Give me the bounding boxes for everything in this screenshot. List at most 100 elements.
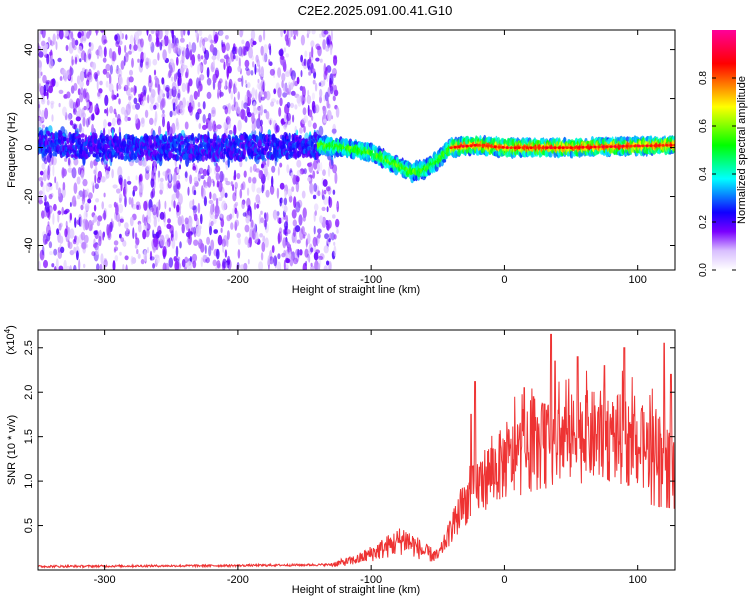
spectrogram-cell bbox=[206, 236, 211, 245]
spectrogram-cell bbox=[69, 120, 74, 126]
spectrogram-cell bbox=[308, 109, 313, 118]
spectrogram-cell bbox=[115, 212, 120, 222]
spectrogram-cell bbox=[300, 34, 305, 46]
spectrogram-cell bbox=[197, 53, 201, 60]
spectrogram-cell bbox=[202, 254, 208, 260]
spectrogram-cell bbox=[212, 193, 217, 201]
spectrogram-cell bbox=[277, 253, 281, 260]
spectrogram-cell bbox=[150, 134, 154, 140]
spectrogram-cell bbox=[81, 67, 86, 73]
spectrogram-cell bbox=[210, 204, 214, 215]
spectrogram-cell bbox=[195, 77, 200, 89]
spectrogram-cell bbox=[194, 144, 198, 150]
spectrogram-cell bbox=[143, 216, 147, 226]
spectrogram-peak bbox=[541, 146, 545, 150]
x-tick-label: -300 bbox=[94, 274, 116, 286]
spectrogram-cell bbox=[206, 67, 210, 78]
spectrogram-cell bbox=[271, 175, 274, 188]
spectrogram-cell bbox=[149, 86, 152, 93]
spectrogram-cell bbox=[88, 42, 92, 47]
spectrogram-cell bbox=[56, 33, 59, 40]
spectrogram-cell bbox=[157, 30, 163, 40]
spectrogram-cell bbox=[198, 238, 201, 243]
colorbar-tick-label: 0.0 bbox=[698, 263, 709, 277]
spectrogram-cell bbox=[239, 160, 243, 168]
spectrogram-cell bbox=[39, 85, 45, 96]
spectrogram-cell bbox=[317, 262, 321, 270]
spectrogram-cell bbox=[69, 250, 75, 256]
spectrogram-peak bbox=[557, 146, 561, 150]
spectrogram-cell bbox=[152, 58, 158, 66]
spectrogram-cell bbox=[135, 102, 141, 110]
spectrogram-cell bbox=[307, 120, 312, 128]
spectrogram-cell bbox=[127, 175, 130, 182]
spectrogram-cell bbox=[225, 80, 228, 88]
spectrogram-cell bbox=[219, 89, 222, 98]
spectrogram-cell bbox=[324, 233, 330, 240]
spectrogram-cell bbox=[198, 167, 204, 174]
spectrogram-cell bbox=[128, 76, 134, 83]
spectrogram-cell bbox=[197, 101, 201, 108]
spectrogram-cell bbox=[65, 44, 69, 52]
spectrogram-cell bbox=[149, 139, 153, 146]
spectrogram-cell bbox=[162, 38, 166, 48]
spectrogram-cell bbox=[302, 234, 306, 239]
spectrogram-cell bbox=[109, 73, 112, 86]
spectrogram-cell bbox=[146, 209, 152, 220]
spectrogram-cell bbox=[176, 182, 181, 190]
spectrogram-cell bbox=[241, 39, 245, 45]
spectrogram-cell bbox=[152, 263, 156, 269]
spectrogram-cell bbox=[123, 186, 126, 197]
spectrogram-cell bbox=[43, 259, 48, 269]
spectrogram-cell bbox=[154, 83, 157, 88]
spectrogram-cell bbox=[161, 113, 166, 119]
spectrogram-cell bbox=[215, 165, 221, 173]
y-tick-label: 1.0 bbox=[23, 473, 35, 488]
spectrogram-cell bbox=[283, 249, 287, 256]
spectrogram-cell bbox=[224, 192, 228, 198]
spectrogram-cell bbox=[279, 182, 285, 190]
spectrogram-peak bbox=[653, 144, 657, 148]
spectrogram-cell bbox=[48, 85, 53, 94]
spectrogram-peak bbox=[509, 146, 513, 150]
spectrogram-cell bbox=[81, 112, 87, 119]
spectrogram-cell bbox=[58, 30, 64, 40]
spectrogram-cell bbox=[260, 252, 264, 261]
spectrogram-cell bbox=[283, 47, 286, 53]
spectrogram-cell bbox=[207, 112, 212, 121]
spectrogram-peak bbox=[649, 144, 653, 148]
spectrogram-cell bbox=[257, 78, 260, 84]
spectrogram-cell bbox=[326, 260, 330, 266]
spectrogram-cell bbox=[103, 259, 108, 268]
spectrogram-x-label: Height of straight line (km) bbox=[292, 284, 420, 296]
spectrogram-cell bbox=[321, 189, 324, 200]
spectrogram-cell bbox=[55, 41, 58, 51]
spectrogram-cell bbox=[286, 229, 291, 235]
spectrogram-cell bbox=[328, 238, 331, 243]
spectrogram-cell bbox=[157, 52, 160, 61]
spectrogram-cell bbox=[86, 79, 90, 86]
spectrogram-cell bbox=[296, 76, 300, 85]
spectrogram-cell bbox=[162, 109, 165, 114]
spectrogram-cell bbox=[322, 194, 325, 201]
spectrogram-cell bbox=[312, 68, 316, 73]
spectrogram-cell bbox=[287, 37, 291, 48]
spectrogram-cell bbox=[90, 114, 95, 121]
spectrogram-cell bbox=[69, 202, 72, 207]
spectrogram-cell bbox=[132, 185, 138, 192]
spectrogram-cell bbox=[150, 170, 155, 179]
spectrogram-cell bbox=[232, 184, 235, 192]
spectrogram-peak bbox=[593, 145, 597, 149]
spectrogram-cell bbox=[216, 49, 220, 61]
y-tick-label: 2.0 bbox=[23, 385, 35, 400]
spectrogram-cell bbox=[259, 104, 263, 116]
snr-panel: -300 -200 -100 0 100 0.51.01.52.02.5 Height … bbox=[3, 325, 676, 596]
spectrogram-cell bbox=[162, 186, 164, 192]
spectrogram-cell bbox=[148, 74, 152, 84]
spectrogram-cell bbox=[302, 107, 307, 116]
spectrogram-cell bbox=[277, 152, 283, 160]
spectrogram-cell bbox=[206, 91, 212, 99]
spectrogram-cell bbox=[85, 54, 88, 64]
spectrogram-cell bbox=[58, 223, 62, 231]
